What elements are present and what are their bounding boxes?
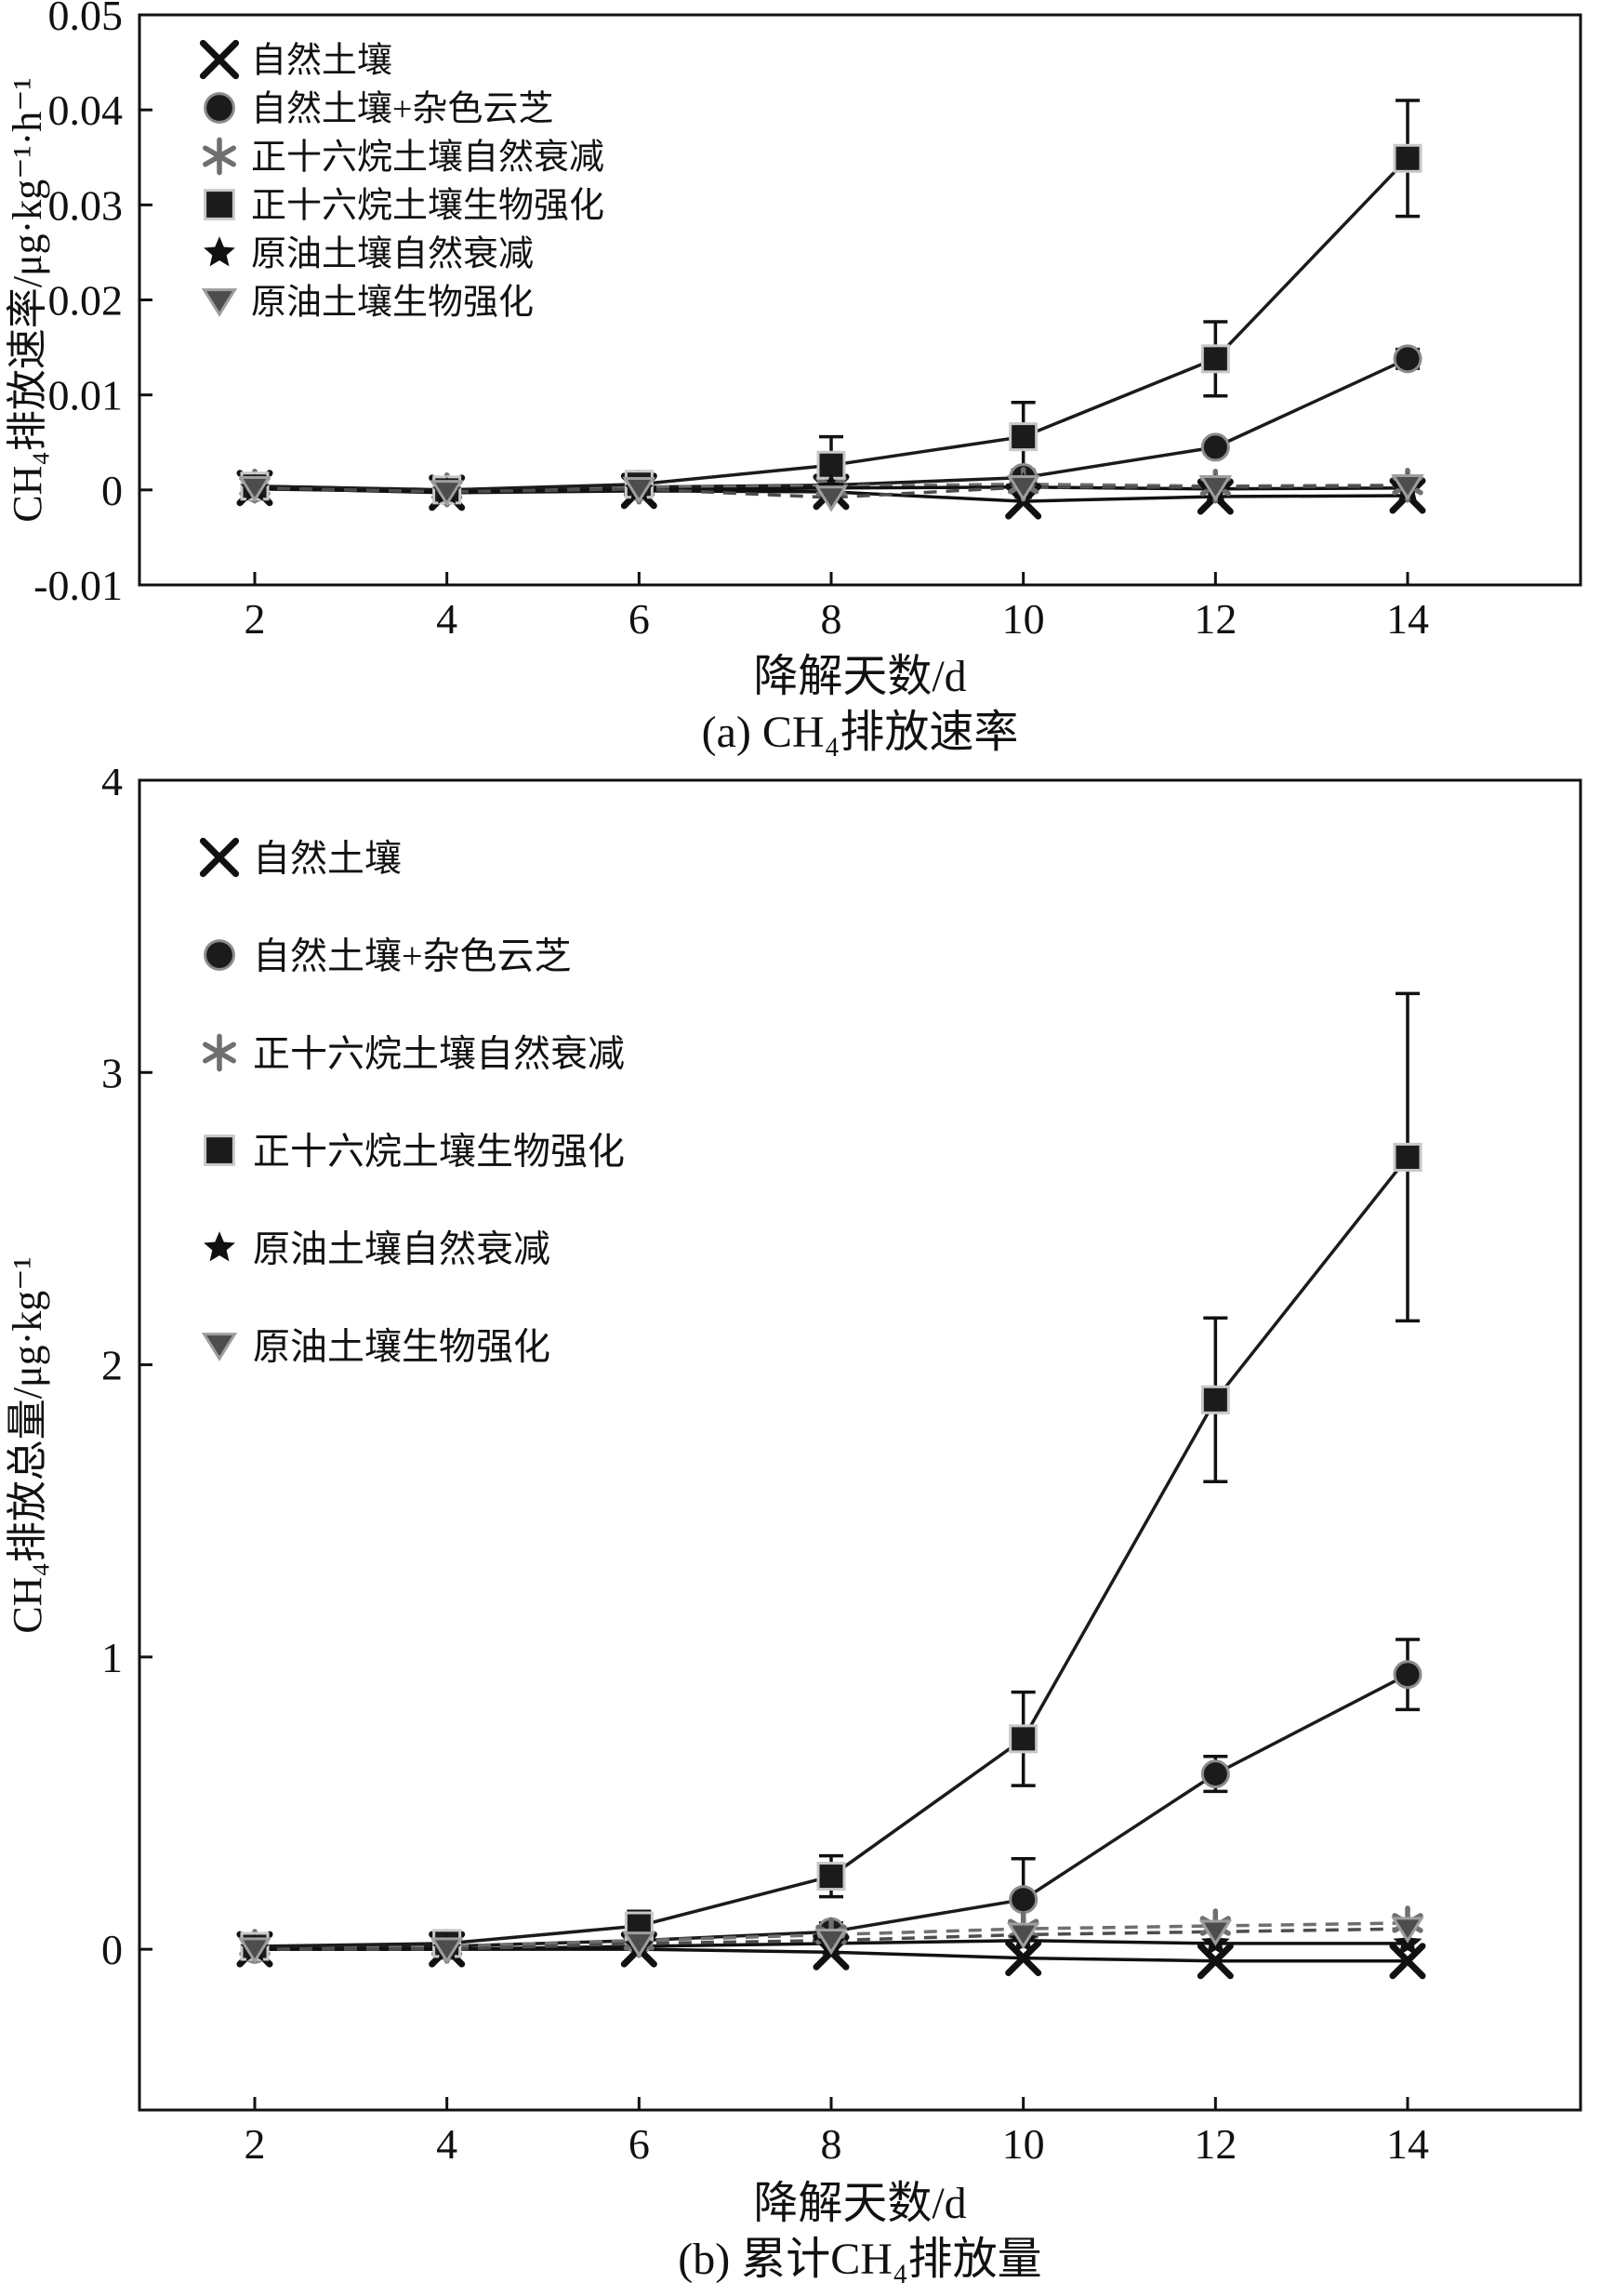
crude-oil-bioaugmentation-triangle-down-marker-icon — [238, 1937, 271, 1964]
figure-b: 2 4 6 8 10 12 14 0 1 2 3 4 CH₄排放总量/μg·kg⁻¹ 自然土壤 自然土壤+杂… — [0, 769, 1601, 2287]
crude-oil-natural-attenuation-star-marker-icon — [204, 236, 235, 267]
y-tick-label: 0.01 — [48, 372, 124, 419]
figure-a: 2 4 6 8 10 12 14 -0.01 0 0.01 0.02 0.03 0.04 0.05 CH₄排… — [0, 0, 1601, 760]
natural-soil-trametes-circle-marker-icon — [204, 92, 235, 124]
x-tick-label: 6 — [628, 2120, 650, 2168]
y-axis-label: CH₄排放速率/μg·kg⁻¹·h⁻¹ — [5, 77, 50, 522]
hexadecane-bioaugmentation-square-marker-icon — [1009, 1724, 1039, 1754]
y-axis-label: CH₄排放总量/μg·kg⁻¹ — [5, 1256, 50, 1633]
natural-soil-trametes-circle-marker-icon — [1200, 432, 1230, 462]
plot-border — [138, 778, 1582, 2112]
x-tick-label: 10 — [1002, 2120, 1045, 2168]
chart-a-canvas: 2 4 6 8 10 12 14 -0.01 0 0.01 0.02 0.03 0.04 0.05 CH₄排… — [5, 0, 1582, 643]
legend-label-natural-soil: 自然土壤 — [251, 42, 392, 81]
natural-soil-trametes-circle-marker-icon — [204, 938, 235, 971]
x-tick-label: 2 — [245, 595, 266, 643]
legend-label-natural-soil-trametes: 自然土壤+杂色云芝 — [251, 90, 553, 129]
x-tick-label: 14 — [1386, 595, 1429, 643]
x-tick-label: 6 — [628, 595, 650, 643]
x-axis-label-b: 降解天数/d — [753, 2178, 967, 2228]
legend-label-hexadecane-natural-attenuation: 正十六烷土壤自然衰减 — [253, 1032, 625, 1074]
y-tick-label: 4 — [101, 769, 123, 804]
legend-label-natural-soil-trametes: 自然土壤+杂色云芝 — [253, 935, 572, 976]
natural-soil-x-marker-icon — [1197, 1942, 1234, 1979]
natural-soil-trametes-line — [254, 1672, 1409, 1951]
chart-b-canvas: 2 4 6 8 10 12 1401234CH₄排放总量/μg·kg⁻¹自然土壤自然土壤+杂… — [5, 769, 1582, 2168]
crude-oil-bioaugmentation-triangle-down-marker-icon — [1006, 1922, 1040, 1949]
crude-oil-bioaugmentation-triangle-down-marker-icon — [238, 476, 271, 503]
caption-a: (a) CH₄排放速率 — [701, 708, 1019, 758]
hexadecane-natural-attenuation-asterisk-marker-icon — [203, 1033, 236, 1072]
crude-oil-bioaugmentation-triangle-down-marker-icon — [430, 1937, 464, 1964]
crude-oil-bioaugmentation-triangle-down-marker-icon — [622, 1931, 656, 1958]
x-tick-label: 2 — [245, 2120, 266, 2168]
x-tick-label: 14 — [1386, 2120, 1429, 2168]
legend-label-hexadecane-bioaugmentation: 正十六烷土壤生物强化 — [253, 1130, 625, 1172]
x-tick-label: 12 — [1194, 595, 1237, 643]
crude-oil-bioaugmentation-triangle-down-marker-icon — [1006, 475, 1040, 502]
crude-oil-bioaugmentation-triangle-down-marker-icon — [201, 1332, 238, 1361]
natural-soil-x-marker-icon — [199, 837, 240, 877]
legend-label-crude-oil-natural-attenuation: 原油土壤自然衰减 — [251, 235, 534, 274]
natural-soil-trametes-circle-marker-icon — [1200, 1758, 1230, 1788]
y-tick-label: 0.04 — [48, 86, 124, 134]
hexadecane-natural-attenuation-asterisk-marker-icon — [203, 137, 236, 176]
legend-label-natural-soil: 自然土壤 — [253, 837, 402, 879]
crude-oil-bioaugmentation-triangle-down-marker-icon — [1198, 475, 1233, 502]
y-tick-label: 0 — [101, 1926, 123, 1973]
y-tick-label: -0.01 — [33, 562, 123, 609]
x-tick-label: 4 — [436, 595, 457, 643]
natural-soil-x-marker-icon — [1389, 1942, 1426, 1979]
crude-oil-bioaugmentation-triangle-down-marker-icon — [1198, 1919, 1233, 1946]
y-tick-label: 3 — [101, 1049, 123, 1096]
crude-oil-natural-attenuation-star-marker-icon — [204, 1230, 235, 1262]
legend: 自然土壤自然土壤+杂色云芝正十六烷土壤自然衰减正十六烷土壤生物强化原油土壤自然衰… — [199, 837, 625, 1367]
hexadecane-bioaugmentation-square-marker-icon — [1009, 422, 1039, 452]
natural-soil-trametes-circle-marker-icon — [1009, 1884, 1039, 1914]
natural-soil-x-marker-icon — [1005, 1939, 1042, 1976]
crude-oil-bioaugmentation-triangle-down-marker-icon — [1391, 1917, 1424, 1944]
hexadecane-bioaugmentation-square-marker-icon — [204, 189, 235, 220]
crude-oil-bioaugmentation-triangle-down-marker-icon — [814, 485, 848, 512]
crude-oil-bioaugmentation-triangle-down-marker-icon — [814, 1928, 848, 1956]
crude-oil-bioaugmentation-triangle-down-marker-icon — [201, 288, 238, 317]
y-tick-label: 0.05 — [48, 0, 124, 39]
caption-b: (b) 累计CH₄排放量 — [678, 2234, 1042, 2284]
natural-soil-trametes-circle-marker-icon — [1393, 1659, 1422, 1689]
hexadecane-bioaugmentation-square-marker-icon — [1200, 1385, 1230, 1414]
hexadecane-bioaugmentation-square-marker-icon — [1200, 344, 1230, 374]
legend-label-crude-oil-bioaugmentation: 原油土壤生物强化 — [251, 284, 534, 323]
legend: 自然土壤自然土壤+杂色云芝正十六烷土壤自然衰减正十六烷土壤生物强化原油土壤自然衰… — [199, 39, 604, 323]
legend-label-crude-oil-bioaugmentation: 原油土壤生物强化 — [253, 1325, 550, 1367]
hexadecane-bioaugmentation-square-marker-icon — [1393, 1142, 1422, 1172]
x-tick-label: 8 — [821, 2120, 842, 2168]
crude-oil-bioaugmentation-triangle-down-marker-icon — [1391, 473, 1424, 501]
natural-soil-trametes-circle-marker-icon — [1393, 344, 1422, 374]
y-tick-label: 0.03 — [48, 181, 124, 229]
y-tick-label: 0 — [101, 467, 123, 514]
crude-oil-bioaugmentation-triangle-down-marker-icon — [622, 477, 656, 504]
natural-soil-x-marker-icon — [199, 39, 240, 80]
x-tick-label: 8 — [821, 595, 842, 643]
crude-oil-bioaugmentation-triangle-down-marker-icon — [430, 480, 464, 507]
hexadecane-bioaugmentation-square-marker-icon — [204, 1134, 235, 1166]
y-tick-label: 0.02 — [48, 277, 124, 325]
x-tick-label: 10 — [1002, 595, 1045, 643]
hexadecane-bioaugmentation-line — [254, 1156, 1409, 1948]
hexadecane-bioaugmentation-square-marker-icon — [1393, 143, 1422, 173]
y-tick-label: 2 — [101, 1341, 123, 1388]
legend-label-hexadecane-bioaugmentation: 正十六烷土壤生物强化 — [251, 187, 604, 226]
hexadecane-bioaugmentation-square-marker-icon — [816, 1861, 846, 1891]
y-tick-label: 1 — [101, 1634, 123, 1681]
legend-label-crude-oil-natural-attenuation: 原油土壤自然衰减 — [253, 1228, 550, 1269]
x-tick-label: 4 — [436, 2120, 457, 2168]
x-axis-label-a: 降解天数/d — [753, 652, 967, 701]
legend-label-hexadecane-natural-attenuation: 正十六烷土壤自然衰减 — [251, 139, 604, 178]
x-tick-label: 12 — [1194, 2120, 1237, 2168]
